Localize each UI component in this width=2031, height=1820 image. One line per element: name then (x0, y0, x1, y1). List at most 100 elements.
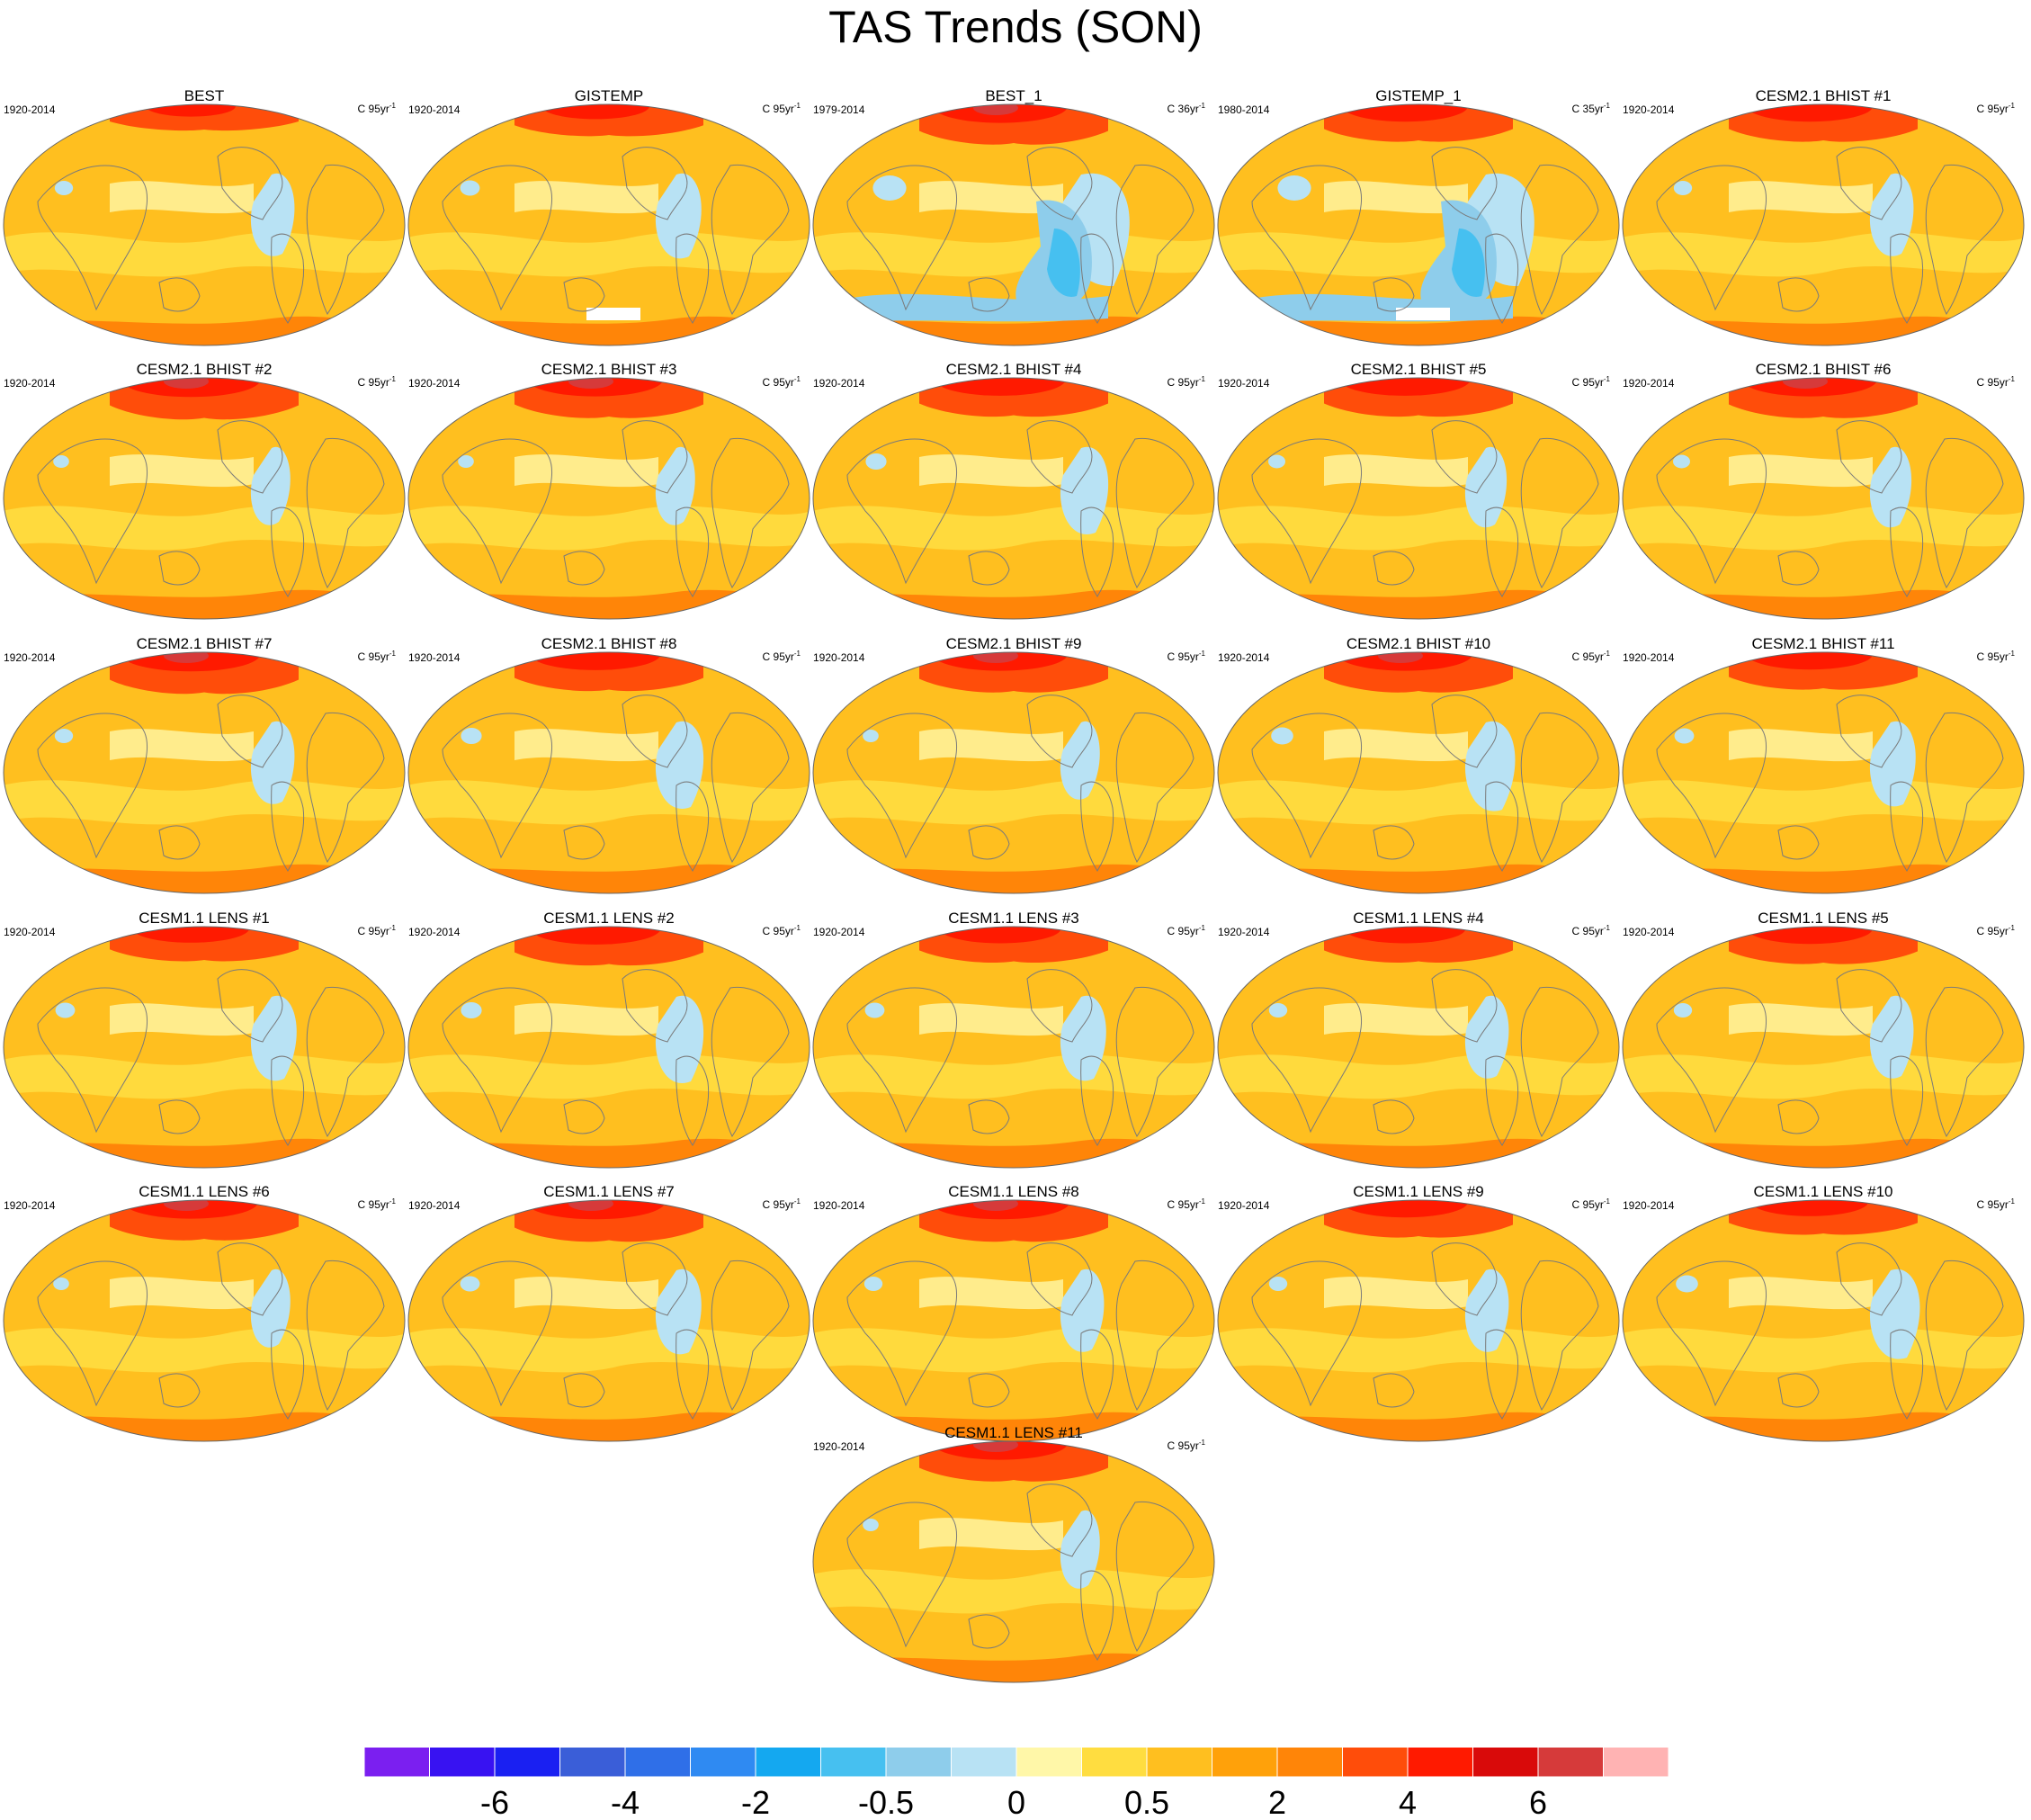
coastline (622, 1242, 688, 1316)
map-background (1623, 652, 2024, 893)
map-border (1622, 651, 2025, 894)
trend-region (655, 721, 704, 809)
map-background (813, 1200, 1214, 1441)
panel-title: CESM1.1 LENS #2 (543, 910, 675, 927)
map-border (1217, 377, 1620, 620)
map-panel: CESM1.1 LENS #6 1920-2014 C 95yr-1 (2, 1182, 407, 1443)
panel-period: 1920-2014 (1623, 651, 1675, 664)
trend-region (655, 1269, 702, 1355)
coastline (676, 781, 710, 872)
map-border (1622, 103, 2025, 346)
map-border (812, 1440, 1215, 1683)
map-plot (1622, 103, 2025, 346)
map-panel: CESM2.1 BHIST #9 1920-2014 C 95yr-1 (811, 634, 1216, 895)
map-plot (812, 1440, 1215, 1683)
trend-region (146, 104, 236, 117)
trend-region (1783, 378, 1828, 389)
coastline (1656, 713, 1767, 859)
coastline (1836, 1242, 1902, 1316)
trend-region (530, 927, 661, 945)
coastline (1520, 986, 1599, 1137)
coastline (563, 1373, 605, 1408)
trend-region (250, 721, 295, 804)
map-panel: CESM1.1 LENS #2 1920-2014 C 95yr-1 (407, 909, 811, 1170)
panel-period: 1920-2014 (1623, 926, 1675, 938)
map-background (813, 652, 1214, 893)
panel-units: C 95yr-1 (1571, 375, 1610, 389)
map-background (408, 927, 810, 1168)
colorbar-box (1603, 1746, 1669, 1778)
trend-region (813, 780, 1214, 825)
trend-region (973, 104, 1018, 115)
trend-region (813, 506, 1214, 551)
panel-units: C 95yr-1 (1976, 102, 2015, 115)
trend-region (1060, 995, 1106, 1081)
map-border (407, 926, 810, 1169)
coastline (968, 277, 1010, 312)
coastline (1115, 712, 1194, 863)
trend-region (1218, 780, 1619, 825)
panel-title: CESM2.1 BHIST #5 (1350, 361, 1487, 378)
coastline (37, 438, 148, 585)
coastline (846, 438, 958, 585)
coastline (1485, 1055, 1519, 1146)
trend-region (461, 728, 482, 744)
map-plot (1217, 1199, 1620, 1442)
panel-units: C 95yr-1 (1976, 924, 2015, 937)
coastline (968, 1614, 1010, 1649)
coastline (1115, 1501, 1194, 1652)
map-border (407, 103, 810, 346)
colorbar-label: -2 (741, 1784, 770, 1820)
coastline (676, 233, 710, 324)
coastline (1485, 1329, 1519, 1420)
colorbar-box (951, 1746, 1017, 1778)
map-plot (1622, 651, 2025, 894)
panel-title: CESM1.1 LENS #7 (543, 1183, 675, 1200)
coastline (1026, 695, 1093, 768)
map-border (3, 103, 406, 346)
trend-region (4, 232, 405, 277)
panel-period: 1980-2014 (1218, 103, 1270, 116)
panel-title: CESM2.1 BHIST #6 (1755, 361, 1892, 378)
coastline (442, 713, 553, 859)
trend-region (1277, 175, 1311, 201)
main-title: TAS Trends (SON) (828, 2, 1203, 52)
colorbar-box (1537, 1746, 1604, 1778)
coastline (442, 438, 553, 585)
coastline (1777, 1373, 1820, 1408)
coastline (1431, 147, 1498, 220)
panel-title: GISTEMP_1 (1375, 87, 1462, 104)
map-background (4, 652, 405, 893)
trend-region (54, 181, 74, 195)
coastline (1520, 712, 1599, 863)
colorbar-box (559, 1746, 626, 1778)
panel-units: C 95yr-1 (357, 650, 396, 663)
panel-title: GISTEMP (574, 87, 644, 104)
map-plot (3, 1199, 406, 1442)
coastline (1485, 233, 1519, 324)
coastline (217, 695, 283, 768)
panel-title: CESM2.1 BHIST #7 (136, 635, 273, 652)
colorbar-box (494, 1746, 560, 1778)
map-border (1217, 651, 1620, 894)
trend-region (1674, 728, 1695, 744)
coastline (1431, 695, 1498, 768)
colorbar-label: -6 (480, 1784, 509, 1820)
map-panel: CESM1.1 LENS #4 1920-2014 C 95yr-1 (1216, 909, 1621, 1170)
map-panel: GISTEMP 1920-2014 C 95yr-1 (407, 86, 811, 347)
colorbar-box (624, 1746, 691, 1778)
panel-period: 1920-2014 (1218, 651, 1270, 664)
coastline (1836, 969, 1902, 1043)
trend-region (1623, 506, 2024, 551)
trend-region (1218, 506, 1619, 551)
colorbar-box (885, 1746, 952, 1778)
panel-units: C 35yr-1 (1571, 102, 1610, 115)
map-plot (3, 651, 406, 894)
map-panel: CESM2.1 BHIST #8 1920-2014 C 95yr-1 (407, 634, 811, 895)
coastline (1080, 1055, 1114, 1146)
panel-units: C 95yr-1 (1571, 1197, 1610, 1211)
colorbar-box (1407, 1746, 1473, 1778)
coastline (1373, 277, 1415, 312)
panel-period: 1920-2014 (4, 103, 56, 116)
map-panel: CESM2.1 BHIST #4 1920-2014 C 95yr-1 (811, 360, 1216, 621)
